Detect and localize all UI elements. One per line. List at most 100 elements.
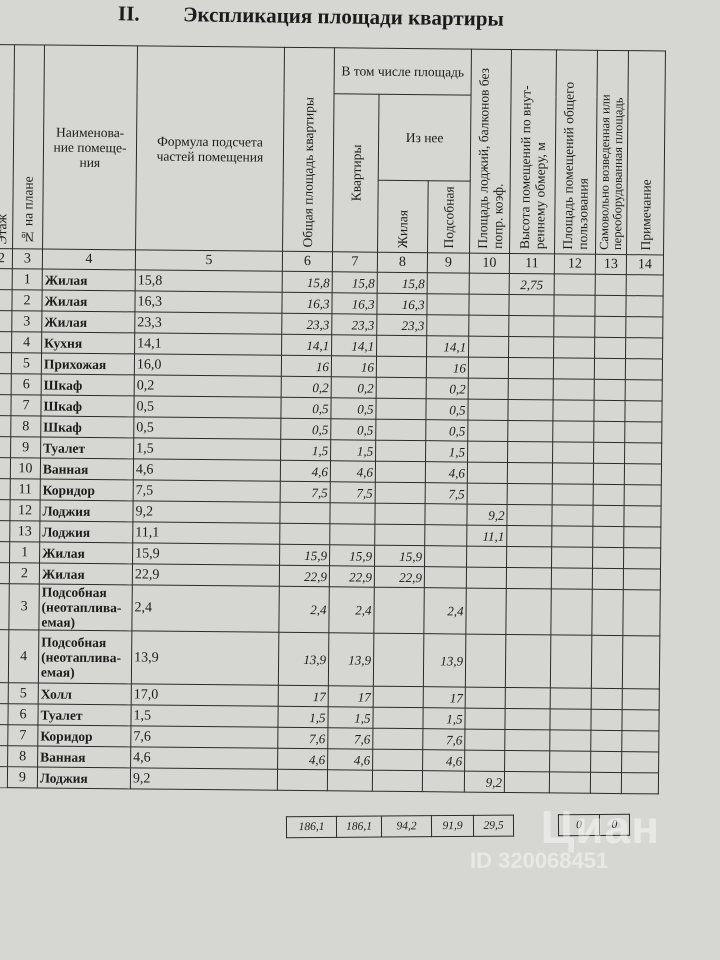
cell-formula: 17,0 bbox=[131, 683, 279, 707]
cell-room-name: Кухня bbox=[41, 331, 135, 354]
header-unauthorized: Самовольно возведенная или переоборудова… bbox=[595, 50, 629, 255]
cell-loggia-area bbox=[467, 441, 508, 463]
cell-empty bbox=[0, 541, 10, 563]
cell-room-height bbox=[508, 357, 554, 379]
cell-living-area bbox=[376, 335, 427, 357]
cell-apartment-area: 16 bbox=[331, 355, 377, 378]
total-living-sum: 94,2 bbox=[381, 815, 432, 838]
cell-empty bbox=[590, 730, 622, 752]
cell-empty bbox=[0, 583, 10, 630]
cell-room-name: Жилая bbox=[41, 289, 136, 312]
cell-loggia-area: 9,2 bbox=[464, 771, 505, 793]
cell-total-area bbox=[279, 502, 331, 524]
cell-room-height bbox=[505, 588, 552, 635]
cell-empty bbox=[625, 295, 664, 317]
cell-formula: 0,5 bbox=[133, 416, 281, 440]
cell-auxiliary-area bbox=[424, 566, 467, 589]
cell-apartment-area bbox=[329, 502, 376, 525]
cell-living-area bbox=[372, 728, 423, 750]
cell-loggia-area bbox=[464, 750, 505, 772]
cell-room-name: Ванная bbox=[40, 457, 134, 480]
cell-empty bbox=[622, 635, 660, 689]
header-auxiliary: Подсобная bbox=[427, 180, 471, 254]
total-auxiliary-sum: 91,9 bbox=[431, 815, 474, 837]
cell-empty bbox=[553, 336, 595, 359]
cell-apartment-area: 4,6 bbox=[330, 460, 376, 483]
cell-apartment-area: 22,9 bbox=[329, 565, 375, 588]
cell-empty bbox=[624, 484, 662, 506]
header-incl-area: В том числе площадь bbox=[334, 47, 472, 96]
cell-room-name: Лоджия bbox=[39, 499, 134, 522]
cell-empty bbox=[0, 352, 12, 374]
cell-room-height bbox=[504, 771, 550, 793]
cell-loggia-area bbox=[465, 588, 507, 635]
cell-formula: 22,9 bbox=[132, 563, 280, 587]
header-common: Площадь помещений общего пользования bbox=[554, 49, 598, 255]
cell-empty bbox=[0, 682, 9, 704]
cell-empty bbox=[593, 421, 625, 443]
cell-apartment-area: 16,3 bbox=[331, 292, 378, 315]
cell-apartment-area bbox=[329, 523, 375, 546]
cell-room-name: Шкаф bbox=[40, 415, 134, 438]
cell-room-height bbox=[504, 750, 550, 772]
cell-plan-no: 1 bbox=[12, 268, 43, 290]
cell-plan-no: 11 bbox=[10, 478, 41, 500]
column-number: 5 bbox=[135, 249, 283, 272]
cell-total-area: 22,9 bbox=[279, 565, 330, 587]
cell-empty bbox=[591, 589, 624, 636]
cell-living-area: 15,9 bbox=[374, 545, 425, 567]
cell-room-height bbox=[507, 399, 554, 421]
cell-formula: 11,1 bbox=[132, 521, 280, 545]
cell-living-area bbox=[376, 377, 427, 399]
cell-plan-no: 6 bbox=[11, 373, 42, 395]
cell-empty bbox=[594, 358, 626, 380]
cell-empty bbox=[625, 379, 663, 401]
cell-empty bbox=[0, 268, 13, 290]
cell-room-name: Шкаф bbox=[40, 394, 135, 417]
cell-empty bbox=[623, 568, 661, 590]
cell-empty bbox=[593, 463, 625, 485]
cell-empty bbox=[621, 730, 659, 752]
header-room-name: Наименова-ние помеще-ния bbox=[42, 45, 138, 250]
total-area-sum: 186,1 bbox=[286, 816, 337, 838]
cell-room-name: Жилая bbox=[39, 541, 133, 564]
cell-loggia-area: 11,1 bbox=[466, 525, 507, 547]
cell-plan-no: 4 bbox=[11, 331, 42, 353]
cell-loggia-area bbox=[468, 357, 509, 379]
cell-empty bbox=[595, 274, 627, 296]
cell-auxiliary-area: 1,5 bbox=[425, 440, 468, 463]
cell-auxiliary-area: 0,5 bbox=[425, 419, 468, 442]
cell-loggia-area bbox=[465, 687, 506, 709]
header-height: Высота помещений по внут-реннему обмеру,… bbox=[509, 49, 557, 254]
cell-empty bbox=[0, 703, 9, 725]
cell-apartment-area: 14,1 bbox=[331, 334, 377, 357]
cell-formula: 7,6 bbox=[130, 725, 278, 749]
cell-plan-no: 2 bbox=[11, 289, 43, 311]
cell-empty bbox=[554, 273, 596, 296]
cell-loggia-area bbox=[469, 273, 510, 295]
cell-empty bbox=[591, 688, 623, 710]
cell-formula: 16,0 bbox=[134, 353, 282, 377]
cell-room-height bbox=[508, 336, 554, 358]
cell-empty bbox=[626, 274, 664, 296]
header-apartment: Квартиры bbox=[332, 93, 380, 253]
cell-apartment-area: 1,5 bbox=[327, 706, 374, 729]
cell-plan-no: 5 bbox=[8, 682, 39, 704]
cell-empty bbox=[624, 463, 662, 485]
cell-empty bbox=[0, 436, 11, 458]
cell-plan-no: 9 bbox=[10, 436, 41, 458]
cell-empty bbox=[622, 688, 660, 710]
cell-total-area: 2,4 bbox=[278, 586, 330, 633]
cell-auxiliary-area bbox=[422, 770, 465, 793]
cell-plan-no: 8 bbox=[10, 415, 41, 437]
cell-room-name: Туалет bbox=[40, 436, 134, 459]
header-formula: Формула подсчета частей помещения bbox=[135, 45, 285, 252]
table-body: 1 Жилая 15,8 15,8 15,8 15,8 2,75 2 Жилая 16,3 16,3… bbox=[0, 268, 664, 794]
column-number: 9 bbox=[427, 252, 470, 274]
cell-empty bbox=[0, 289, 13, 311]
cell-room-height bbox=[506, 504, 553, 526]
cell-plan-no: 5 bbox=[11, 352, 42, 374]
cell-auxiliary-area bbox=[424, 503, 468, 526]
cell-empty bbox=[621, 709, 660, 731]
cell-total-area bbox=[279, 523, 330, 545]
